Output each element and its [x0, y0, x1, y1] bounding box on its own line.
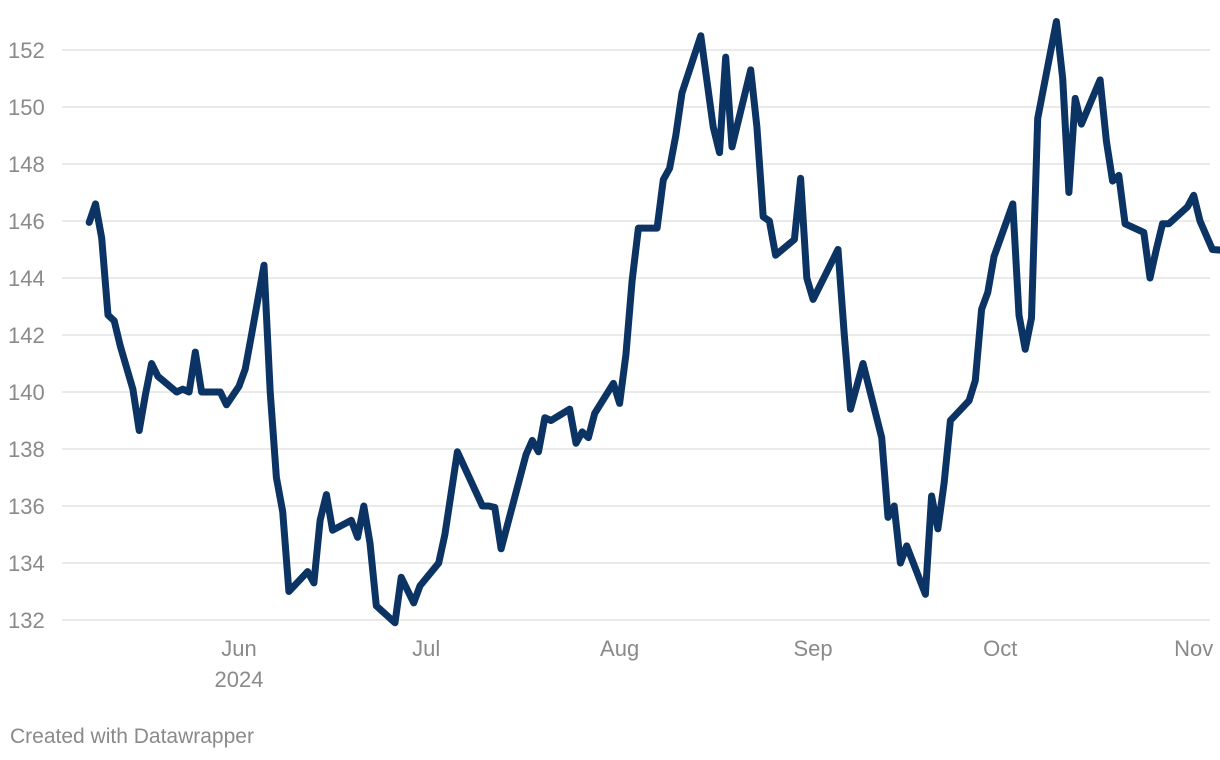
y-tick-label-144: 144	[8, 266, 45, 291]
y-tick-label-146: 146	[8, 209, 45, 234]
x-axis-labels: Jun 2024 Jul Aug Sep Oct Nov	[215, 636, 1214, 692]
x-tick-label-aug: Aug	[600, 636, 639, 661]
series-line-1	[85, 18, 1220, 627]
x-tick-label-oct: Oct	[983, 636, 1017, 661]
line-chart: 132 134 136 138 140 142 144 146 148 150 152 Jun 202…	[8, 18, 1220, 692]
credit-text: Created with Datawrapper	[10, 725, 254, 748]
y-tick-label-142: 142	[8, 323, 45, 348]
y-axis-labels: 132 134 136 138 140 142 144 146 148 150 152	[8, 38, 45, 633]
x-tick-label-sep: Sep	[794, 636, 833, 661]
y-tick-label-152: 152	[8, 38, 45, 63]
y-tick-label-138: 138	[8, 437, 45, 462]
x-tick-label-nov: Nov	[1174, 636, 1213, 661]
y-tick-label-140: 140	[8, 380, 45, 405]
y-tick-label-136: 136	[8, 494, 45, 519]
x-tick-sublabel-jun: 2024	[215, 667, 264, 692]
y-tick-label-148: 148	[8, 152, 45, 177]
x-tick-label-jun: Jun	[221, 636, 256, 661]
y-tick-label-134: 134	[8, 551, 45, 576]
x-tick-label-jul: Jul	[412, 636, 440, 661]
y-tick-label-150: 150	[8, 95, 45, 120]
series-layer	[85, 18, 1220, 627]
y-tick-label-132: 132	[8, 608, 45, 633]
